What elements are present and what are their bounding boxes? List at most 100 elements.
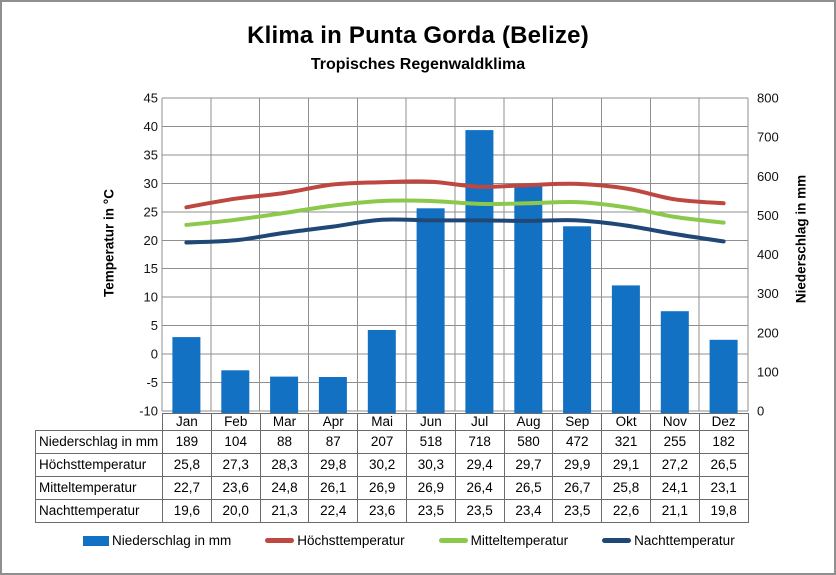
month-header-aug: Aug [503,413,554,431]
table-cell: 29,4 [454,453,505,477]
y-right-tick-label: 200 [757,325,779,340]
bar-sep [563,226,592,413]
table-cell: 23,1 [698,476,749,500]
y-left-tick-label: 20 [144,233,158,248]
table-row-hoechsttemperatur: Höchsttemperatur 25,8 27,3 28,3 29,8 30,2 30,3… [35,453,749,477]
row-label: Niederschlag in mm [35,430,163,454]
y-left-tick-label: 25 [144,204,158,219]
y-right-tick-label: 300 [757,286,779,301]
y-left-tick-label: 30 [144,176,158,191]
month-header-mar: Mar [259,413,310,431]
table-cell: 21,1 [649,499,700,523]
legend-swatch-line-icon [265,538,295,543]
legend-swatch-bar-icon [83,535,109,546]
bar-feb [221,370,250,413]
table-cell: 182 [698,430,749,454]
table-cell: 189 [162,430,212,454]
legend-swatch-line-icon [438,538,468,543]
table-cell: 20,0 [210,499,261,523]
y-right-tick-label: 600 [757,169,779,184]
table-cell: 28,3 [259,453,310,477]
bar-mai [367,330,396,413]
table-cell: 23,5 [405,499,456,523]
table-cell: 22,6 [601,499,651,523]
y-right-tick-label: 0 [757,404,764,419]
bar-jul [465,130,494,413]
table-cell: 29,7 [503,453,554,477]
table-cell: 26,9 [405,476,456,500]
table-cell: 27,2 [649,453,700,477]
table-cell: 24,1 [649,476,700,500]
table-cell: 26,5 [698,453,749,477]
bar-nov [660,311,689,413]
legend-label: Mitteltemperatur [470,533,569,548]
table-cell: 580 [503,430,554,454]
table-cell: 518 [405,430,456,454]
y-right-tick-label: 700 [757,130,779,145]
month-header-jul: Jul [454,413,505,431]
legend-item-nachttemperatur: Nachttemperatur [602,533,735,548]
table-cell: 26,9 [357,476,407,500]
y-left-tick-label: -10 [139,404,158,419]
y-left-tick-label: -5 [146,375,158,390]
table-row-niederschlag-in-mm: Niederschlag in mm 189 104 88 87 207 518 718 580… [35,430,749,454]
table-cell: 30,3 [405,453,456,477]
line-mitteltemperatur [184,198,726,227]
table-cell: 19,6 [162,499,212,523]
y-left-tick-label: 5 [151,318,158,333]
table-cell: 21,3 [259,499,310,523]
table-cell: 19,8 [698,499,749,523]
month-header-jan: Jan [162,413,212,431]
table-row-months: Jan Feb Mar Apr Mai Jun Jul Aug Sep Okt Nov Dez [36,413,749,431]
y-left-tick-label: 35 [144,147,158,162]
month-header-mai: Mai [357,413,407,431]
month-header-okt: Okt [601,413,651,431]
table-row-nachttemperatur: Nachttemperatur 19,6 20,0 21,3 22,4 23,6 23,5 2… [35,499,749,523]
table-cell: 104 [210,430,261,454]
legend-item-niederschlag-in-mm: Niederschlag in mm [83,533,231,548]
table-corner-spacer [36,414,163,431]
table-cell: 26,4 [454,476,505,500]
table-cell: 29,1 [601,453,651,477]
table-cell: 24,8 [259,476,310,500]
month-header-feb: Feb [210,413,261,431]
line-hoechsttemperatur [184,179,726,210]
table-cell: 87 [308,430,359,454]
table-cell: 23,6 [210,476,261,500]
bar-apr [318,377,347,413]
table-cell: 321 [601,430,651,454]
table-row-mitteltemperatur: Mitteltemperatur 22,7 23,6 24,8 26,1 26,9 26,9… [35,476,749,500]
bar-mar [270,376,299,413]
table-cell: 23,5 [454,499,505,523]
table-cell: 26,7 [552,476,603,500]
table-cell: 22,4 [308,499,359,523]
y-left-tick-label: 0 [151,347,158,362]
legend-label: Niederschlag in mm [112,533,232,548]
table-cell: 23,4 [503,499,554,523]
month-header-dez: Dez [698,413,749,431]
table-cell: 23,6 [357,499,407,523]
y-right-tick-label: 800 [757,91,779,106]
bar-aug [514,184,543,413]
chart-title: Klima in Punta Gorda (Belize) [247,22,589,49]
table-cell: 29,9 [552,453,603,477]
bar-jun [416,208,445,413]
bar-dez [709,339,738,413]
climate-table: Jan Feb Mar Apr Mai Jun Jul Aug Sep Okt Nov Dez Nied… [35,413,749,523]
row-label: Mitteltemperatur [35,476,163,500]
bar-okt [611,285,640,413]
table-cell: 255 [649,430,700,454]
y-right-tick-label: 400 [757,247,779,262]
y-right-tick-label: 500 [757,208,779,223]
legend-label: Nachttemperatur [634,533,735,548]
month-header-apr: Apr [308,413,359,431]
table-cell: 30,2 [357,453,407,477]
y-left-tick-label: 45 [144,91,158,106]
legend-item-mitteltemperatur: Mitteltemperatur [438,533,569,548]
month-header-nov: Nov [649,413,700,431]
table-cell: 26,5 [503,476,554,500]
legend-label: Höchsttemperatur [297,533,405,548]
table-cell: 88 [259,430,310,454]
